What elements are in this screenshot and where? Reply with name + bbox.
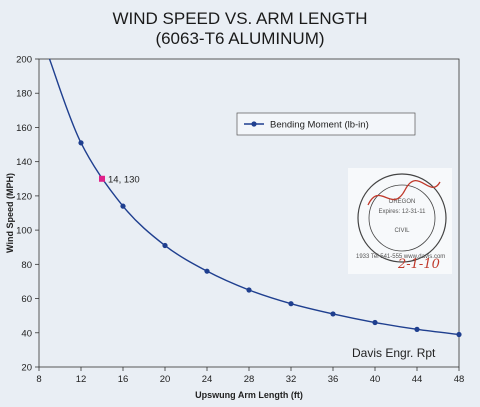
stamp-expires: Expires: 12-31-11 <box>379 209 427 215</box>
y-tick-label: 60 <box>21 294 32 305</box>
engineer-stamp: OREGON Expires: 12-31-11 CIVIL 1933 Tel … <box>348 168 452 274</box>
series-markers <box>78 140 462 338</box>
x-tick-label: 20 <box>160 374 171 385</box>
x-tick-label: 40 <box>370 374 381 385</box>
chart-title: WIND SPEED VS. ARM LENGTH <box>112 9 367 28</box>
x-tick-label: 24 <box>202 374 213 385</box>
chart-subtitle: (6063-T6 ALUMINUM) <box>155 29 324 48</box>
x-tick-label: 12 <box>76 374 87 385</box>
signature-date: 2-1-10 <box>397 257 440 272</box>
y-tick-label: 140 <box>16 157 32 168</box>
y-axis: 20 40 60 80 100 120 140 160 180 200 <box>16 55 39 374</box>
y-tick-label: 120 <box>16 191 32 202</box>
y-tick-label: 80 <box>21 260 32 271</box>
highlight-point-marker <box>99 175 105 182</box>
x-tick-label: 36 <box>328 374 339 385</box>
y-tick-label: 40 <box>21 328 32 339</box>
stamp-inner-ring <box>368 184 436 252</box>
source-label: Davis Engr. Rpt <box>352 346 436 360</box>
x-tick-label: 48 <box>454 374 465 385</box>
data-point-marker <box>372 319 378 326</box>
data-point-marker <box>414 326 420 332</box>
x-tick-label: 8 <box>36 374 41 385</box>
stamp-state: OREGON <box>389 199 416 205</box>
y-axis-label: Wind Speed (MPH) <box>5 173 15 253</box>
x-tick-label: 32 <box>286 374 297 385</box>
x-tick-label: 44 <box>412 374 423 385</box>
stamp-small-text: 1933 Tel 541-555 www.davis.com <box>356 254 445 260</box>
data-point-marker <box>204 268 210 274</box>
y-tick-label: 180 <box>16 89 32 100</box>
legend-marker-swatch <box>251 121 257 127</box>
x-tick-label: 16 <box>118 374 129 385</box>
signature-scribble <box>367 180 441 206</box>
x-axis-label: Upswung Arm Length (ft) <box>195 390 303 400</box>
y-tick-label: 100 <box>16 226 32 237</box>
legend: Bending Moment (lb-in) <box>236 112 416 136</box>
data-point-marker <box>120 203 126 209</box>
data-point-marker <box>246 287 252 293</box>
x-axis: 8 12 16 20 24 28 32 36 40 44 48 <box>36 367 464 385</box>
data-point-marker <box>162 242 168 249</box>
y-tick-label: 20 <box>21 363 32 374</box>
data-point-marker <box>456 331 462 338</box>
data-point-marker <box>330 311 336 317</box>
x-tick-label: 28 <box>244 374 255 385</box>
stamp-outer-ring <box>357 173 447 263</box>
data-point-marker <box>288 301 294 307</box>
y-tick-label: 200 <box>16 55 32 66</box>
highlight-point-label: 14, 130 <box>108 174 140 185</box>
y-tick-label: 160 <box>16 123 32 134</box>
stamp-discipline: CIVIL <box>394 228 410 234</box>
legend-label: Bending Moment (lb-in) <box>270 120 369 131</box>
data-point-marker <box>78 140 84 146</box>
series-line-bending-moment <box>48 58 460 336</box>
legend-box <box>236 112 416 136</box>
